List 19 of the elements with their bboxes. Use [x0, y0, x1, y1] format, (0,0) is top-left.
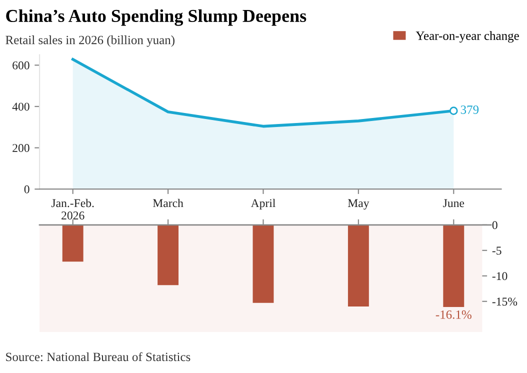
y-tick-label: -5	[492, 246, 502, 255]
x-tick-label: April	[250, 198, 276, 210]
data-label: 379	[460, 106, 479, 114]
y-tick-label: -10	[492, 272, 508, 280]
y-tick-label: 0	[492, 221, 498, 230]
data-label: -16.1%	[436, 310, 472, 319]
x-tick-label: Jan.-Feb. 2026	[51, 198, 94, 220]
y-tick-label: 200	[12, 144, 30, 152]
source-note: Source: National Bureau of Statistics	[6, 352, 190, 362]
y-tick-label: 400	[12, 102, 30, 111]
chart-title: China’s Auto Spending Slump Deepens	[6, 9, 306, 26]
y-tick-label: 0	[24, 185, 30, 194]
legend-label: Year-on-year change	[416, 31, 519, 43]
y-axis-title: Retail sales in 2026 (billion yuan)	[6, 35, 174, 47]
x-tick-label: May	[348, 199, 370, 210]
x-tick-label: March	[152, 198, 184, 208]
y-tick-label: 600	[12, 61, 30, 70]
x-tick-label: June	[443, 199, 464, 208]
y-tick-label: -15%	[492, 298, 518, 306]
